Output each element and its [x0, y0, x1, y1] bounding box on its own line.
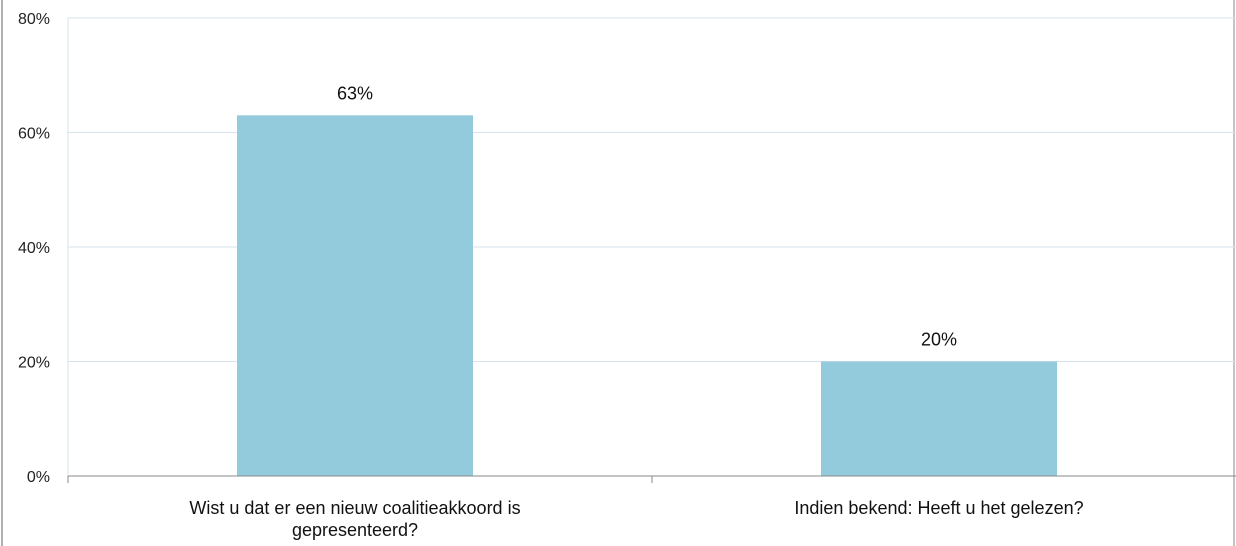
- y-tick-label: 60%: [18, 126, 50, 143]
- y-tick-label: 80%: [18, 11, 50, 28]
- category-labels: Wist u dat er een nieuw coalitieakkoord …: [189, 498, 1083, 540]
- category-label: Indien bekend: Heeft u het gelezen?: [794, 498, 1083, 518]
- data-label: 20%: [921, 330, 957, 350]
- bars: [237, 115, 1057, 476]
- x-axis: [67, 475, 1236, 483]
- category-label-line: gepresenteerd?: [292, 520, 418, 540]
- category-label: Wist u dat er een nieuw coalitieakkoord …: [189, 498, 520, 540]
- bar: [821, 361, 1057, 476]
- category-label-line: Indien bekend: Heeft u het gelezen?: [794, 498, 1083, 518]
- data-label: 63%: [337, 83, 373, 103]
- bar: [237, 115, 473, 476]
- data-labels: 63% 20%: [337, 83, 957, 349]
- y-tick-label: 40%: [18, 240, 50, 257]
- y-axis-ticks: 0% 20% 40% 60% 80%: [18, 11, 50, 486]
- y-tick-label: 20%: [18, 355, 50, 372]
- y-tick-label: 0%: [27, 469, 50, 486]
- category-label-line: Wist u dat er een nieuw coalitieakkoord …: [189, 498, 520, 518]
